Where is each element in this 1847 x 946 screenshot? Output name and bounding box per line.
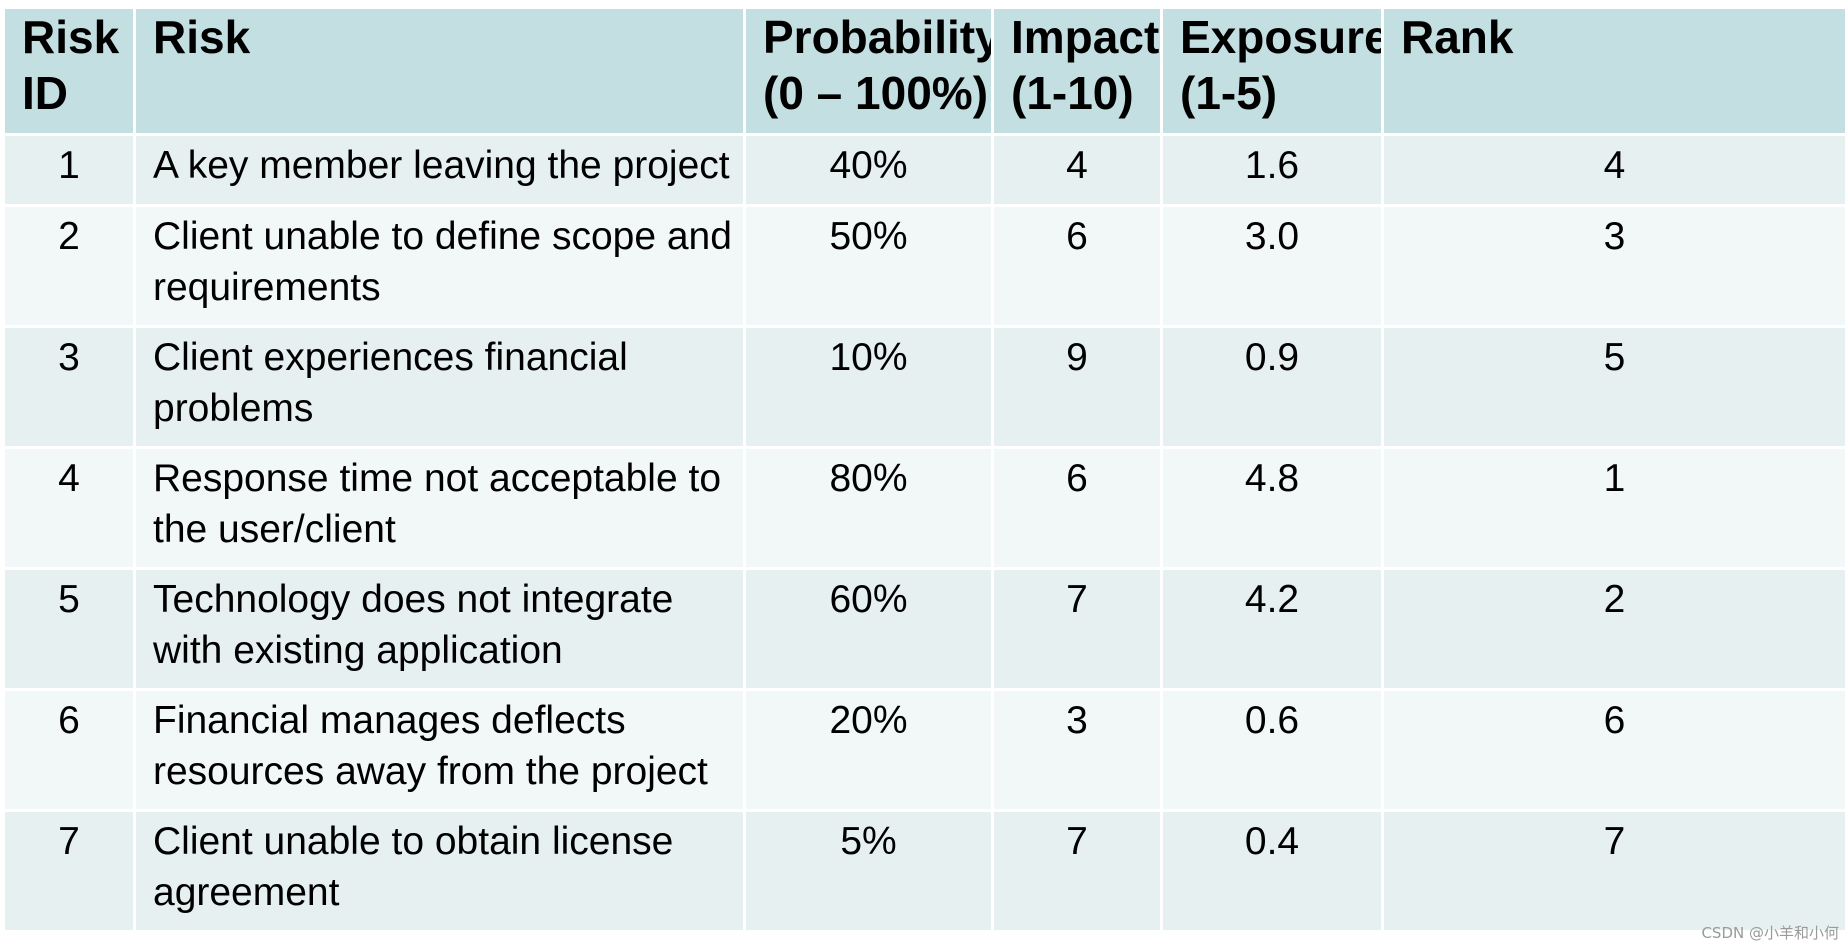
cell-probability: 80% — [746, 449, 991, 567]
table-row: 7 Client unable to obtain license agreem… — [5, 812, 1845, 930]
cell-risk: Client unable to define scope and requir… — [136, 207, 743, 325]
cell-impact: 9 — [994, 328, 1160, 446]
header-risk: Risk — [136, 9, 743, 133]
cell-risk: Financial manages deflects resources awa… — [136, 691, 743, 809]
header-row: Risk ID Risk Probability (0 – 100%) Impa… — [5, 9, 1845, 133]
cell-impact: 3 — [994, 691, 1160, 809]
cell-exposure: 4.8 — [1163, 449, 1381, 567]
cell-risk: Response time not acceptable to the user… — [136, 449, 743, 567]
table-row: 4 Response time not acceptable to the us… — [5, 449, 1845, 567]
cell-exposure: 3.0 — [1163, 207, 1381, 325]
cell-impact: 4 — [994, 136, 1160, 204]
cell-exposure: 1.6 — [1163, 136, 1381, 204]
cell-impact: 7 — [994, 570, 1160, 688]
cell-rank: 6 — [1384, 691, 1845, 809]
cell-rank: 5 — [1384, 328, 1845, 446]
cell-risk: Client unable to obtain license agreemen… — [136, 812, 743, 930]
cell-impact: 6 — [994, 207, 1160, 325]
cell-risk-id: 7 — [5, 812, 133, 930]
header-exposure: Exposure (1-5) — [1163, 9, 1381, 133]
cell-probability: 40% — [746, 136, 991, 204]
cell-exposure: 0.9 — [1163, 328, 1381, 446]
cell-impact: 6 — [994, 449, 1160, 567]
watermark: CSDN @小羊和小何 — [1701, 924, 1839, 942]
cell-risk: Client experiences financial problems — [136, 328, 743, 446]
cell-rank: 3 — [1384, 207, 1845, 325]
cell-rank: 7 — [1384, 812, 1845, 930]
cell-exposure: 0.6 — [1163, 691, 1381, 809]
table-row: 5 Technology does not integrate with exi… — [5, 570, 1845, 688]
header-rank: Rank — [1384, 9, 1845, 133]
cell-risk-id: 1 — [5, 136, 133, 204]
cell-rank: 4 — [1384, 136, 1845, 204]
cell-exposure: 0.4 — [1163, 812, 1381, 930]
cell-exposure: 4.2 — [1163, 570, 1381, 688]
cell-risk-id: 2 — [5, 207, 133, 325]
cell-probability: 5% — [746, 812, 991, 930]
table-row: 3 Client experiences financial problems … — [5, 328, 1845, 446]
cell-risk: A key member leaving the project — [136, 136, 743, 204]
cell-risk: Technology does not integrate with exist… — [136, 570, 743, 688]
table-row: 6 Financial manages deflects resources a… — [5, 691, 1845, 809]
risk-table: Risk ID Risk Probability (0 – 100%) Impa… — [2, 6, 1847, 933]
cell-risk-id: 5 — [5, 570, 133, 688]
cell-probability: 50% — [746, 207, 991, 325]
table-row: 2 Client unable to define scope and requ… — [5, 207, 1845, 325]
header-impact: Impact (1-10) — [994, 9, 1160, 133]
cell-impact: 7 — [994, 812, 1160, 930]
cell-probability: 60% — [746, 570, 991, 688]
header-risk-id: Risk ID — [5, 9, 133, 133]
cell-rank: 1 — [1384, 449, 1845, 567]
header-probability: Probability (0 – 100%) — [746, 9, 991, 133]
table-row: 1 A key member leaving the project 40% 4… — [5, 136, 1845, 204]
cell-risk-id: 6 — [5, 691, 133, 809]
cell-risk-id: 4 — [5, 449, 133, 567]
cell-probability: 20% — [746, 691, 991, 809]
cell-rank: 2 — [1384, 570, 1845, 688]
cell-probability: 10% — [746, 328, 991, 446]
cell-risk-id: 3 — [5, 328, 133, 446]
